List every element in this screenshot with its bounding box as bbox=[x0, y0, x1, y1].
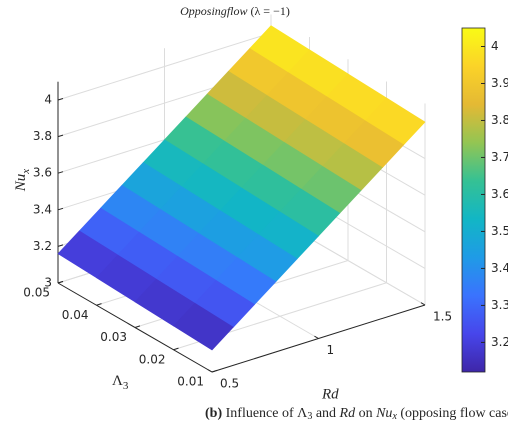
y-tick-label: 0.05 bbox=[23, 286, 50, 300]
tick-mark bbox=[211, 369, 218, 373]
tick-mark bbox=[134, 325, 141, 328]
colorbar-tick-label: 3.7 bbox=[491, 150, 508, 164]
tick-mark bbox=[207, 369, 213, 373]
z-tick-label: 3.8 bbox=[33, 129, 52, 143]
surface-patch bbox=[173, 302, 234, 351]
colorbar-tick-label: 3.2 bbox=[491, 335, 508, 349]
caption-part: (b) bbox=[205, 406, 222, 421]
caption-part: and bbox=[316, 406, 336, 421]
tick-mark bbox=[314, 335, 319, 339]
tick-mark bbox=[57, 171, 64, 174]
chart-title: Opposingflow (λ = −1) bbox=[180, 4, 290, 18]
colorbar bbox=[461, 27, 486, 373]
label-part: Λ bbox=[112, 373, 123, 389]
colorbar-tick-label: 3.6 bbox=[491, 187, 508, 201]
title-part: flow bbox=[227, 4, 248, 18]
tick-mark bbox=[57, 98, 64, 101]
caption-part: Influence of bbox=[226, 406, 294, 421]
z-axis-label: Nux bbox=[13, 169, 31, 193]
tick-mark bbox=[96, 303, 102, 306]
x-tick-label: 1.5 bbox=[433, 310, 452, 324]
labels: 3 3.2 3.4 3.6 3.8 4 0.01 0.02 0.03 0.04 0.05 0.5 1 1.… bbox=[23, 27, 508, 391]
caption-part: Rd bbox=[339, 406, 357, 421]
tick-mark bbox=[173, 347, 179, 351]
caption-part: 3 bbox=[307, 411, 312, 422]
z-tick-label: 3 bbox=[44, 276, 52, 290]
colorbar-tick-label: 3.3 bbox=[491, 298, 508, 312]
label-part: 3 bbox=[123, 380, 129, 392]
caption-part: (opposing flow case). bbox=[400, 406, 508, 421]
caption-part: x bbox=[391, 411, 397, 422]
caption-part: on bbox=[359, 406, 373, 421]
caption: (b) Influence of Λ3 and Rd on Nux (oppos… bbox=[205, 406, 508, 422]
y-tick-label: 0.03 bbox=[100, 330, 127, 344]
label-part: Nu bbox=[13, 174, 29, 193]
label-part: x bbox=[20, 169, 32, 175]
colorbar-tick-label: 3.8 bbox=[491, 113, 508, 127]
colorbar-tick-label: 3.4 bbox=[491, 261, 508, 275]
z-tick-label: 3.2 bbox=[33, 239, 52, 253]
tick-mark bbox=[57, 244, 64, 247]
colorbar-tick-label: 3.9 bbox=[491, 76, 508, 90]
tick-mark bbox=[57, 207, 64, 211]
tick-mark bbox=[57, 134, 64, 138]
tick-mark bbox=[57, 280, 64, 284]
x-axis-label: Rd bbox=[321, 386, 339, 402]
y-tick-label: 0.04 bbox=[62, 308, 89, 322]
title-part: (λ = −1) bbox=[250, 4, 289, 18]
caption-part: Λ bbox=[297, 406, 308, 421]
caption-part: Nu bbox=[375, 406, 392, 421]
surface bbox=[57, 25, 426, 351]
x-tick-label: 0.5 bbox=[220, 377, 239, 391]
y-tick-label: 0.01 bbox=[177, 375, 204, 389]
tick-mark bbox=[420, 302, 426, 306]
y-tick-label: 0.02 bbox=[139, 352, 166, 366]
z-tick-label: 3.4 bbox=[33, 202, 52, 216]
z-tick-label: 4 bbox=[44, 93, 52, 107]
y-axis-label: Λ3 bbox=[112, 373, 129, 391]
colorbar-tick-label: 3.5 bbox=[491, 224, 508, 238]
z-tick-label: 3.6 bbox=[33, 166, 52, 180]
colorbar-tick-label: 4 bbox=[491, 39, 499, 53]
x-tick-label: 1 bbox=[327, 343, 335, 357]
title-part: Opposing bbox=[180, 4, 227, 18]
